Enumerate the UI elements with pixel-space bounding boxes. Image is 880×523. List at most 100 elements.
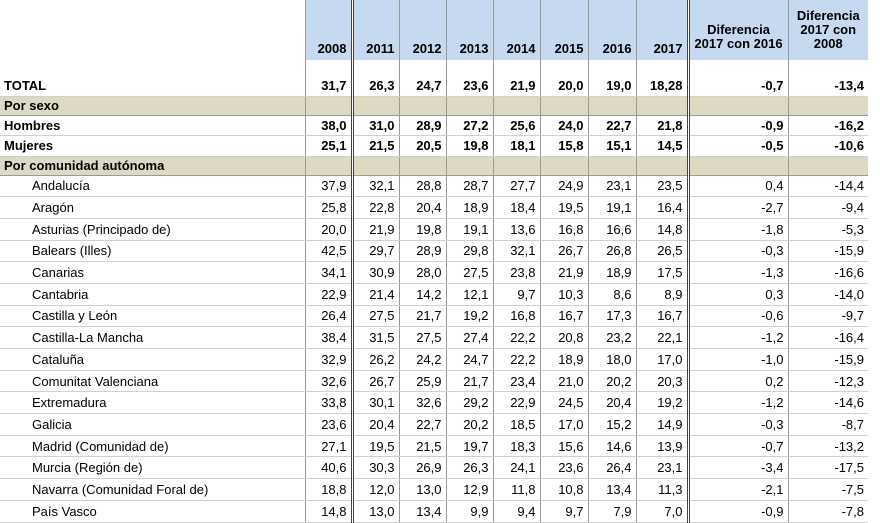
cell-value: -15,9 bbox=[787, 240, 868, 263]
cell-value: 11,8 bbox=[492, 478, 540, 501]
section-title: Por sexo bbox=[0, 96, 305, 116]
cell-value: 27,4 bbox=[445, 326, 493, 349]
cell-value: 19,2 bbox=[445, 305, 493, 328]
cell-value: 13,0 bbox=[398, 478, 446, 501]
row-label: Cantabria bbox=[0, 283, 305, 306]
cell-value: 24,7 bbox=[398, 76, 446, 97]
cell-value: 16,8 bbox=[492, 305, 540, 328]
cell-value: 24,0 bbox=[539, 115, 588, 136]
cell-value: 31,0 bbox=[350, 115, 399, 136]
cell-value: 26,3 bbox=[350, 76, 399, 97]
section-title: Por comunidad autónoma bbox=[0, 156, 305, 176]
cell-value: 18,1 bbox=[492, 135, 540, 157]
cell-value: 18,28 bbox=[635, 76, 688, 97]
cell-value: 26,4 bbox=[587, 456, 636, 480]
data-row: Aragón 25,8 22,8 20,4 18,9 18,4 19,5 19,1 16,4 -2… bbox=[0, 196, 868, 219]
cell-value: 20,3 bbox=[635, 370, 688, 393]
cell-value: 13,4 bbox=[587, 478, 636, 501]
cell-value: 18,5 bbox=[492, 413, 540, 436]
cell-value: 32,6 bbox=[304, 370, 352, 393]
cell-value: -13,2 bbox=[787, 435, 868, 458]
section-cell bbox=[492, 156, 540, 176]
data-row: Canarias 34,1 30,9 28,0 27,5 23,8 21,9 18,9 17,5… bbox=[0, 261, 868, 284]
cell-value: 42,5 bbox=[304, 240, 352, 263]
data-row: Galicia 23,6 20,4 22,7 20,2 18,5 17,0 15,2 14,9-… bbox=[0, 413, 868, 436]
blank-cell bbox=[445, 60, 493, 76]
cell-value: -1,0 bbox=[686, 348, 788, 371]
section-cell bbox=[445, 96, 493, 116]
column-header: 2015 bbox=[539, 0, 588, 60]
cell-value: -0,9 bbox=[686, 115, 788, 136]
cell-value: 23,2 bbox=[587, 326, 636, 349]
data-row: Castilla-La Mancha 38,4 31,5 27,5 27,4 22,2 20… bbox=[0, 326, 868, 349]
cell-value: -1,2 bbox=[686, 326, 788, 349]
cell-value: 9,9 bbox=[445, 500, 493, 523]
cell-value: 31,7 bbox=[304, 76, 352, 97]
cell-value: -8,7 bbox=[787, 413, 868, 436]
cell-value: 7,0 bbox=[635, 500, 688, 523]
blank-cell bbox=[492, 60, 540, 76]
cell-value: 11,3 bbox=[635, 478, 688, 501]
cell-value: 19,2 bbox=[635, 391, 688, 415]
cell-value: -13,4 bbox=[787, 76, 868, 97]
cell-value: 22,1 bbox=[635, 326, 688, 349]
section-cell bbox=[635, 156, 688, 176]
cell-value: 26,8 bbox=[587, 240, 636, 263]
row-label: Galicia bbox=[0, 413, 305, 436]
column-header: 2012 bbox=[398, 0, 446, 60]
cell-value: 22,9 bbox=[492, 391, 540, 415]
data-row: País Vasco 14,8 13,0 13,4 9,9 9,4 9,7 7,9 7,0 -0,… bbox=[0, 500, 868, 523]
cell-value: 14,8 bbox=[304, 500, 352, 523]
cell-value: 22,7 bbox=[587, 115, 636, 136]
column-header: Diferencia 2017 con 2008 bbox=[787, 0, 868, 60]
cell-value: 15,6 bbox=[539, 435, 588, 458]
cell-value: -10,6 bbox=[787, 135, 868, 157]
cell-value: 20,2 bbox=[587, 370, 636, 393]
data-row: TOTAL 31,7 26,3 24,7 23,6 21,9 20,0 19,0 18,28 -0… bbox=[0, 76, 868, 97]
cell-value: 18,3 bbox=[492, 435, 540, 458]
cell-value: 18,9 bbox=[539, 348, 588, 371]
column-header: 2017 bbox=[635, 0, 688, 60]
cell-value: 40,6 bbox=[304, 456, 352, 480]
cell-value: 34,1 bbox=[304, 261, 352, 284]
row-label: Canarias bbox=[0, 261, 305, 284]
cell-value: 20,8 bbox=[539, 326, 588, 349]
cell-value: 15,8 bbox=[539, 135, 588, 157]
cell-value: 23,6 bbox=[445, 76, 493, 97]
cell-value: 29,7 bbox=[350, 240, 399, 263]
cell-value: 26,4 bbox=[304, 305, 352, 328]
cell-value: 18,9 bbox=[587, 261, 636, 284]
cell-value: -2,1 bbox=[686, 478, 788, 501]
cell-value: 16,7 bbox=[539, 305, 588, 328]
cell-value: 18,9 bbox=[445, 196, 493, 219]
blank-row bbox=[0, 60, 868, 76]
cell-value: 14,6 bbox=[587, 435, 636, 458]
cell-value: 27,5 bbox=[445, 261, 493, 284]
cell-value: -16,6 bbox=[787, 261, 868, 284]
cell-value: 10,3 bbox=[539, 283, 588, 306]
cell-value: 15,2 bbox=[587, 413, 636, 436]
cell-value: 32,1 bbox=[492, 240, 540, 263]
column-header: 2011 bbox=[350, 0, 399, 60]
cell-value: 17,0 bbox=[635, 348, 688, 371]
column-header: 2016 bbox=[587, 0, 636, 60]
cell-value: -7,5 bbox=[787, 478, 868, 501]
cell-value: 10,8 bbox=[539, 478, 588, 501]
blank-cell bbox=[304, 60, 352, 76]
cell-value: 19,5 bbox=[539, 196, 588, 219]
cell-value: 26,5 bbox=[635, 240, 688, 263]
cell-value: 24,2 bbox=[398, 348, 446, 371]
cell-value: 27,7 bbox=[492, 175, 540, 198]
cell-value: 29,8 bbox=[445, 240, 493, 263]
cell-value: 13,6 bbox=[492, 218, 540, 241]
row-label: Murcia (Región de) bbox=[0, 456, 305, 480]
cell-value: 26,3 bbox=[445, 456, 493, 480]
cell-value: 12,9 bbox=[445, 478, 493, 501]
data-row: Cantabria 22,9 21,4 14,2 12,1 9,7 10,3 8,6 8,9 0,… bbox=[0, 283, 868, 306]
cell-value: 37,9 bbox=[304, 175, 352, 198]
cell-value: 20,4 bbox=[587, 391, 636, 415]
cell-value: -14,6 bbox=[787, 391, 868, 415]
cell-value: 23,5 bbox=[635, 175, 688, 198]
